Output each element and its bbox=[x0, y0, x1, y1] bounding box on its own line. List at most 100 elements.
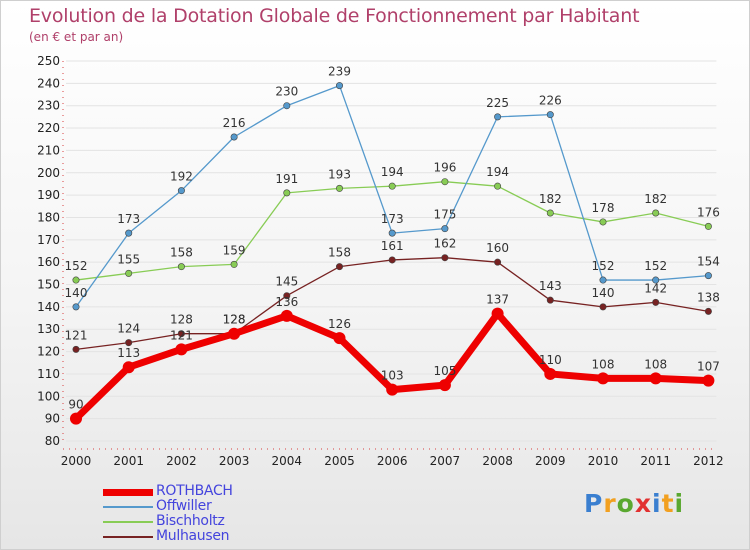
data-label: 108 bbox=[592, 357, 615, 371]
legend-swatch bbox=[103, 536, 153, 538]
chart-title: Evolution de la Dotation Globale de Fonc… bbox=[29, 5, 640, 27]
legend-label: Offwiller bbox=[156, 498, 212, 514]
data-point bbox=[283, 292, 291, 300]
data-label: 108 bbox=[644, 357, 667, 371]
data-point bbox=[652, 276, 660, 284]
x-tick-label: 2000 bbox=[61, 454, 92, 468]
data-point bbox=[72, 345, 80, 353]
y-tick-label: 180 bbox=[37, 210, 60, 224]
y-tick-label: 160 bbox=[37, 255, 60, 269]
data-point bbox=[125, 339, 133, 347]
data-point bbox=[704, 222, 712, 230]
y-tick-label: 80 bbox=[45, 434, 60, 448]
y-tick-label: 170 bbox=[37, 233, 60, 247]
y-tick-label: 250 bbox=[37, 54, 60, 68]
data-point bbox=[546, 296, 554, 304]
data-point bbox=[704, 272, 712, 280]
data-label: 175 bbox=[433, 208, 456, 222]
data-label: 194 bbox=[381, 165, 404, 179]
data-label: 178 bbox=[592, 201, 615, 215]
data-label: 225 bbox=[486, 96, 509, 110]
data-label: 158 bbox=[328, 246, 351, 260]
logo-letter: r bbox=[603, 489, 617, 518]
data-label: 126 bbox=[328, 317, 351, 331]
logo-letter: o bbox=[616, 489, 635, 518]
data-label: 191 bbox=[275, 172, 298, 186]
data-label: 152 bbox=[644, 259, 667, 273]
data-point bbox=[599, 276, 607, 284]
y-tick-label: 150 bbox=[37, 278, 60, 292]
y-tick-label: 200 bbox=[37, 166, 60, 180]
y-tick-label: 230 bbox=[37, 99, 60, 113]
legend-swatch bbox=[103, 489, 153, 496]
data-label: 158 bbox=[170, 246, 193, 260]
y-tick-label: 130 bbox=[37, 322, 60, 336]
data-point bbox=[388, 256, 396, 264]
data-label: 173 bbox=[117, 212, 140, 226]
data-label: 103 bbox=[381, 369, 404, 383]
y-tick-label: 90 bbox=[45, 412, 60, 426]
data-point bbox=[280, 309, 293, 322]
y-tick-label: 210 bbox=[37, 143, 60, 157]
data-label: 216 bbox=[223, 116, 246, 130]
legend-swatch bbox=[103, 506, 153, 508]
data-label: 226 bbox=[539, 94, 562, 108]
x-tick-label: 2009 bbox=[535, 454, 566, 468]
data-point bbox=[122, 361, 135, 374]
series-line-offwiller bbox=[75, 84, 710, 308]
data-label: 128 bbox=[223, 313, 246, 327]
legend-label: Bischholtz bbox=[156, 513, 225, 529]
data-point bbox=[386, 383, 399, 396]
data-label: 113 bbox=[117, 346, 140, 360]
x-tick-label: 2004 bbox=[272, 454, 303, 468]
data-label: 160 bbox=[486, 241, 509, 255]
data-point bbox=[177, 263, 185, 271]
data-label: 143 bbox=[539, 279, 562, 293]
data-point bbox=[652, 298, 660, 306]
data-point bbox=[494, 113, 502, 121]
y-tick-label: 100 bbox=[37, 389, 60, 403]
data-point bbox=[333, 332, 346, 345]
data-point bbox=[702, 374, 715, 387]
data-point bbox=[177, 330, 185, 338]
data-point bbox=[125, 229, 133, 237]
data-label: 105 bbox=[433, 364, 456, 378]
data-label: 124 bbox=[117, 322, 140, 336]
data-point bbox=[230, 260, 238, 268]
data-point bbox=[599, 218, 607, 226]
data-point bbox=[230, 133, 238, 141]
x-tick-label: 2006 bbox=[377, 454, 408, 468]
data-point bbox=[72, 303, 80, 311]
x-tick-label: 2008 bbox=[482, 454, 513, 468]
data-point bbox=[546, 111, 554, 119]
data-point bbox=[491, 307, 504, 320]
y-tick-label: 190 bbox=[37, 188, 60, 202]
data-point bbox=[441, 225, 449, 233]
data-label: 128 bbox=[223, 313, 246, 327]
data-label: 196 bbox=[433, 161, 456, 175]
data-label: 193 bbox=[328, 167, 351, 181]
data-point bbox=[175, 343, 188, 356]
data-label: 154 bbox=[697, 255, 720, 269]
data-label: 140 bbox=[65, 286, 88, 300]
data-point bbox=[597, 372, 609, 385]
proxiti-logo: Proxiti bbox=[584, 489, 684, 518]
data-label: 128 bbox=[170, 313, 193, 327]
logo-letter: i bbox=[674, 489, 685, 518]
data-label: 194 bbox=[486, 165, 509, 179]
data-label: 121 bbox=[170, 328, 193, 342]
data-label: 137 bbox=[486, 293, 509, 307]
data-label: 140 bbox=[592, 286, 615, 300]
data-point bbox=[388, 182, 396, 190]
data-point bbox=[388, 229, 396, 237]
data-point bbox=[649, 372, 662, 385]
data-label: 161 bbox=[381, 239, 404, 253]
data-point bbox=[70, 412, 82, 425]
data-label: 162 bbox=[433, 237, 456, 251]
data-label: 155 bbox=[117, 252, 140, 266]
data-label: 239 bbox=[328, 65, 351, 79]
data-point bbox=[438, 379, 451, 392]
data-label: 173 bbox=[381, 212, 404, 226]
data-label: 182 bbox=[539, 192, 562, 206]
logo-letter: t bbox=[661, 489, 675, 518]
